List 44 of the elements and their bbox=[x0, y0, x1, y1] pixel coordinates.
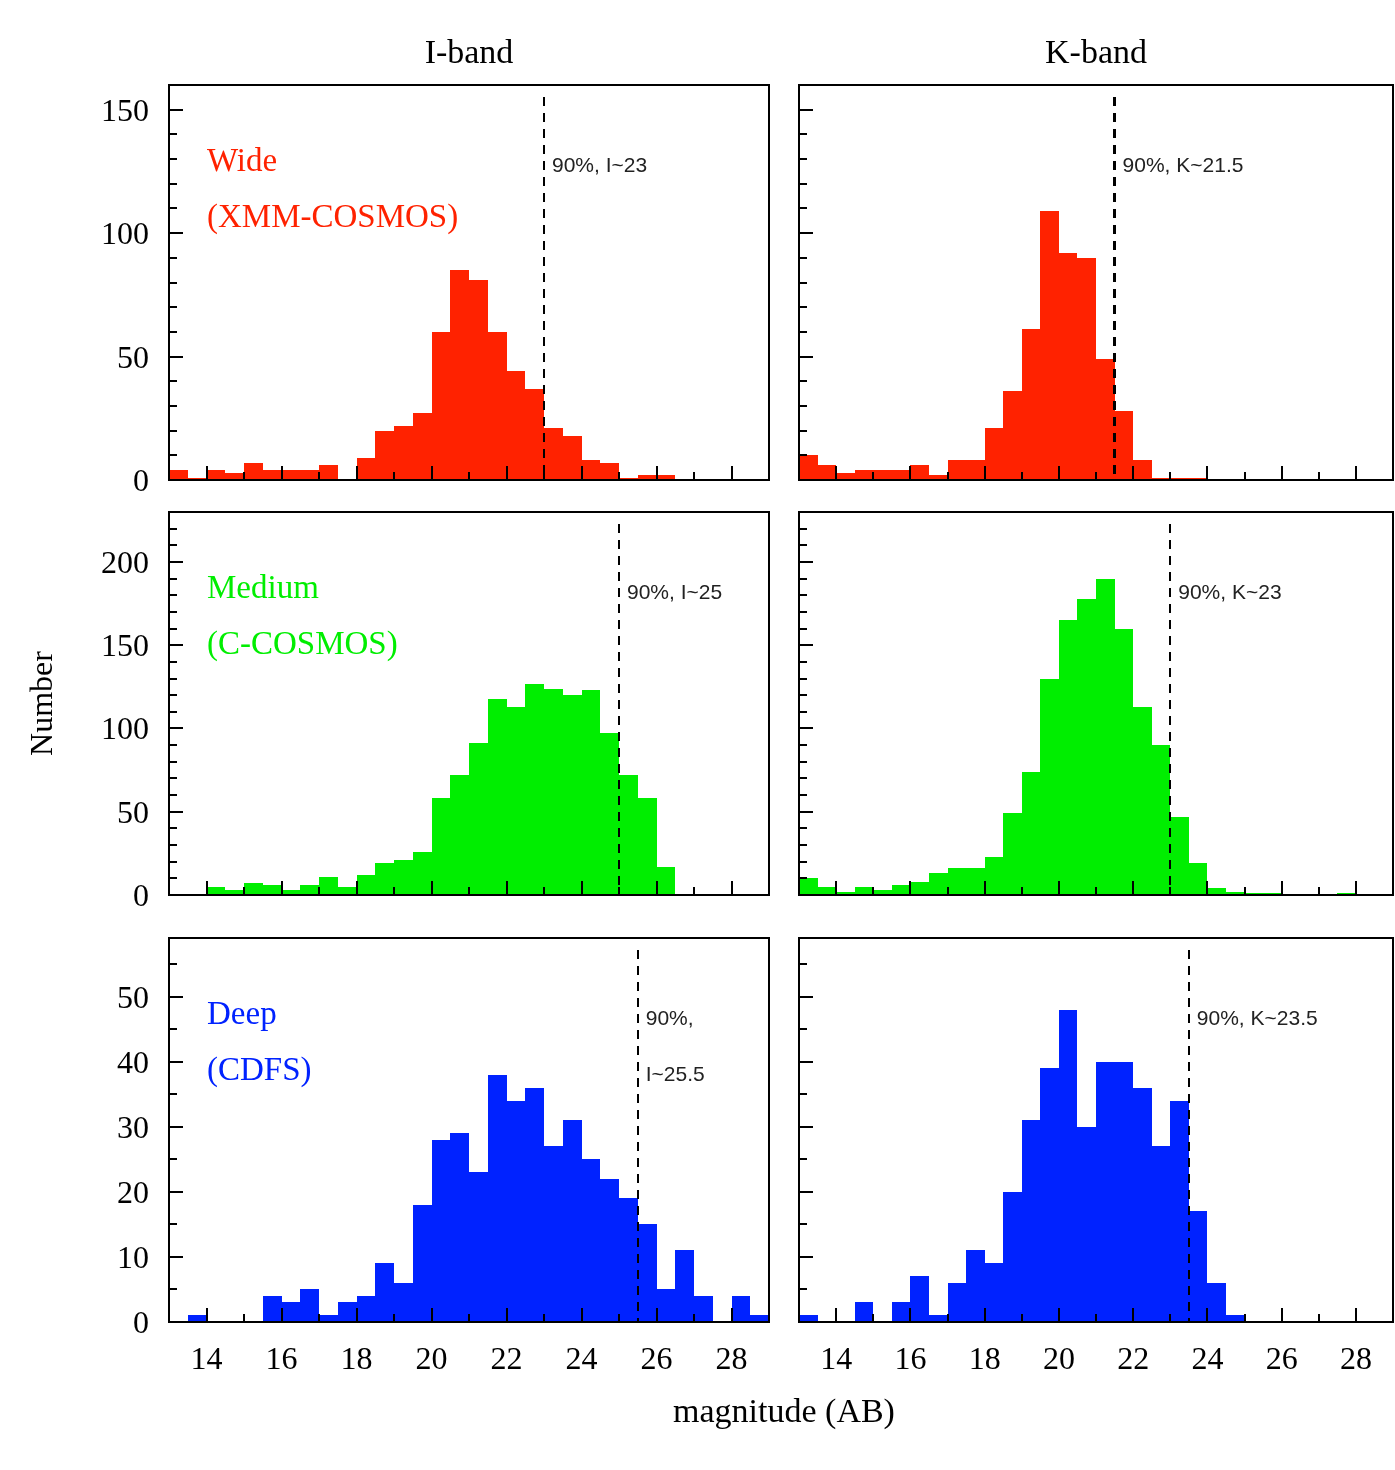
ref-line-label: 90%, K~21.5 bbox=[1122, 153, 1244, 176]
y-tick-label: 50 bbox=[117, 978, 149, 1015]
x-tick-label: 24 bbox=[1191, 1340, 1224, 1376]
y-axis-title: Number bbox=[23, 650, 59, 756]
y-tick-label: 100 bbox=[101, 215, 149, 252]
y-tick-label: 0 bbox=[133, 877, 149, 913]
ref-line-label: 90%, I~25 bbox=[627, 580, 723, 603]
x-tick-label: 18 bbox=[968, 1340, 1001, 1376]
x-axis-title: magnitude (AB) bbox=[673, 1392, 895, 1430]
y-tick-label: 0 bbox=[133, 462, 149, 498]
y-tick-label: 10 bbox=[117, 1238, 149, 1275]
chart-title: I-band bbox=[424, 33, 514, 70]
y-tick-label: 200 bbox=[101, 543, 149, 580]
text: Deep (CDFS) bbox=[207, 995, 312, 1088]
x-tick-label: 18 bbox=[340, 1340, 373, 1376]
series-label: Wide (XMM-COSMOS) bbox=[207, 142, 459, 235]
x-tick-label: 20 bbox=[415, 1340, 448, 1376]
ref-line-label: 90%, I~23 bbox=[552, 153, 648, 176]
y-tick-label: 30 bbox=[117, 1108, 149, 1145]
y-tick-label: 0 bbox=[133, 1304, 149, 1340]
x-tick-label: 22 bbox=[490, 1340, 523, 1376]
x-tick-label: 28 bbox=[1339, 1340, 1372, 1376]
y-tick-label: 150 bbox=[101, 91, 149, 128]
x-tick-label: 22 bbox=[1117, 1340, 1150, 1376]
text: Medium (C-COSMOS) bbox=[207, 569, 398, 662]
y-tick-label: 50 bbox=[117, 338, 149, 375]
x-tick-label: 28 bbox=[715, 1340, 748, 1376]
y-tick-label: 150 bbox=[101, 627, 149, 664]
ref-line-label: 90%, K~23 bbox=[1178, 580, 1282, 603]
x-tick-label: 16 bbox=[894, 1340, 927, 1376]
x-tick-label: 14 bbox=[820, 1340, 853, 1376]
chart-title: K-band bbox=[1045, 33, 1147, 70]
y-tick-label: 50 bbox=[117, 793, 149, 830]
y-tick-label: 20 bbox=[117, 1173, 149, 1210]
y-tick-label: 100 bbox=[101, 710, 149, 747]
x-tick-label: 20 bbox=[1042, 1340, 1075, 1376]
x-tick-label: 24 bbox=[565, 1340, 598, 1376]
x-tick-label: 26 bbox=[1265, 1340, 1298, 1376]
ref-line-label: 90%, K~23.5 bbox=[1196, 1006, 1318, 1029]
x-tick-label: 16 bbox=[265, 1340, 298, 1376]
x-tick-label: 14 bbox=[190, 1340, 223, 1376]
y-tick-label: 40 bbox=[117, 1043, 149, 1080]
x-tick-label: 26 bbox=[640, 1340, 673, 1376]
text: 90%, I~25.5 bbox=[645, 1006, 705, 1085]
